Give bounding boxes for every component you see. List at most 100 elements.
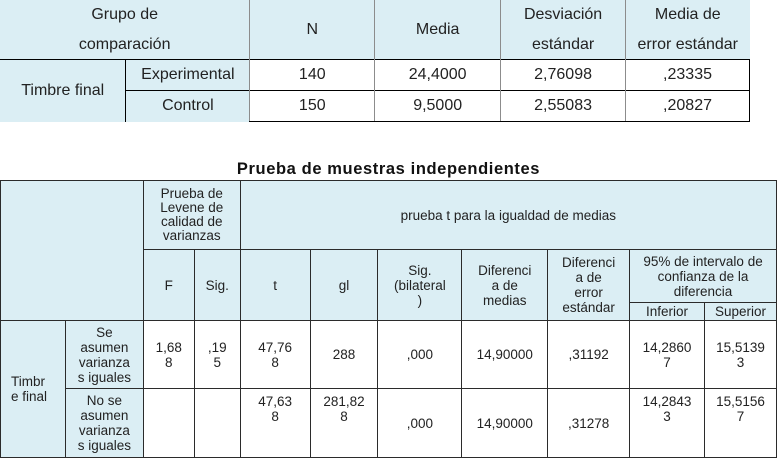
header-ci: 95% de intervalo de confianza de la dife…: [629, 249, 777, 303]
row-label-unequal-variances: No se asumen varianza s iguales: [64, 388, 144, 458]
header-line: confianza de la: [657, 268, 749, 284]
cell-sig-bilateral: ,000: [377, 388, 463, 458]
group-control: Control: [125, 90, 250, 122]
header-gl: gl: [309, 249, 379, 321]
header-levene-line: Levene de: [160, 200, 224, 215]
row-label-line: Timbr: [11, 374, 45, 389]
cell-diff: 14,90000: [461, 388, 549, 458]
cell-line: 8: [340, 409, 348, 424]
header-group-line: comparación: [78, 35, 171, 53]
cell-mean: 9,5000: [374, 90, 501, 122]
cell-se: ,31192: [547, 320, 631, 389]
row-label-timbre-final: Timbre final: [0, 59, 126, 122]
table-row: No se asumen varianza s iguales 47,63 8 …: [1, 388, 777, 458]
cell-line: 15,5139: [716, 339, 765, 355]
header-row: Prueba de Levene de calidad de varianzas…: [0, 180, 777, 321]
row-label-line: e final: [11, 389, 48, 404]
row-label-line: No se: [86, 393, 123, 408]
cell-n: 140: [249, 59, 375, 91]
cell-sd: 2,55083: [500, 90, 626, 122]
independent-samples-title: Prueba de muestras independientes: [236, 160, 541, 178]
row-label-line: s iguales: [77, 438, 132, 453]
cell-line: 8: [165, 354, 173, 370]
cell-line: 47,63: [258, 394, 292, 409]
cell-line: 47,76: [258, 339, 292, 355]
header-line: error: [574, 285, 603, 300]
header-levene-line: calidad de: [160, 214, 223, 229]
cell-line: 3: [663, 409, 671, 424]
cell-gl: 281,82 8: [309, 388, 379, 458]
group-experimental: Experimental: [125, 59, 250, 91]
row-label-line: asumen: [80, 339, 129, 355]
header-f: F: [142, 249, 195, 321]
cell-se: ,31278: [547, 388, 631, 458]
cell-lower: 14,2843 3: [629, 388, 705, 458]
header-line: a de: [491, 277, 518, 293]
header-group-line: Grupo de: [91, 5, 159, 23]
header-t: t: [239, 249, 311, 321]
cell-line: 288: [332, 347, 356, 362]
header-se-cell: Media de error estándar: [625, 0, 750, 60]
cell-line: 3: [736, 354, 745, 370]
cell-line: 8: [271, 354, 279, 370]
cell-mean: 24,4000: [374, 59, 501, 91]
header-upper: Superior: [704, 302, 777, 321]
cell-upper: 15,5139 3: [704, 320, 777, 389]
cell-line: 281,82: [323, 394, 365, 409]
cell-line: 14,2843: [642, 394, 692, 409]
cell-se: ,23335: [625, 59, 750, 91]
header-lower: Inferior: [629, 302, 705, 321]
cell-t: 47,76 8: [239, 320, 311, 389]
header-sig-bilateral: Sig. (bilateral ): [377, 249, 463, 321]
cell-line: 1,68: [155, 339, 182, 355]
cell-line: 7: [663, 354, 671, 370]
cell-diff: 14,90000: [461, 320, 549, 389]
header-row: Inferior Superior: [1, 302, 777, 321]
row-label-line: varianza: [78, 354, 130, 370]
cell-se: ,20827: [625, 90, 750, 122]
header-sd-cell: Desviación estándar: [500, 0, 626, 60]
header-diff-means: Diferenci a de medias: [461, 249, 549, 321]
cell-gl: 288: [309, 320, 379, 389]
cell-line: ,19: [207, 339, 227, 355]
cell-upper: 15,5156 7: [704, 388, 777, 458]
header-line: (bilateral: [393, 277, 446, 293]
cell-line: 15,5156: [716, 394, 765, 409]
header-group-cell: Grupo de comparación: [0, 0, 250, 60]
cell-sd: 2,76098: [500, 59, 626, 91]
header-line: ): [417, 292, 423, 308]
header-line: a de: [575, 270, 602, 285]
header-row: F Sig. t gl Sig. (bilateral ) Diferenci …: [1, 249, 777, 321]
row-label-timbre-final: Timbr e final: [0, 320, 66, 458]
table-row: Timbre final Experimental 140 24,4000 2,…: [0, 59, 750, 122]
row-label-line: Se: [96, 324, 113, 340]
cell-f: 1,68 8: [142, 320, 195, 389]
header-line: Diferenci: [478, 262, 532, 278]
header-n: N: [249, 0, 375, 60]
table-row: Timbr e final Se asumen varianza s igual…: [0, 320, 777, 458]
header-levene: Prueba de Levene de calidad de varianzas: [142, 180, 241, 250]
independent-samples-table: Prueba de Levene de calidad de varianzas…: [0, 180, 777, 458]
header-se-line: Media de: [654, 5, 721, 23]
header-sd-line: Desviación: [523, 5, 603, 23]
cell-sig: [193, 388, 241, 458]
header-line: Diferenci: [562, 255, 616, 270]
cell-line: 14,2860: [642, 339, 692, 355]
header-levene-line: Prueba de: [160, 186, 223, 201]
cell-sig: ,19 5: [193, 320, 241, 389]
header-line: Sig.: [408, 262, 432, 278]
header-line: diferencia: [673, 283, 733, 299]
header-corner: [0, 180, 144, 321]
table-row: Control 150 9,5000 2,55083 ,20827: [0, 90, 750, 122]
row-label-line: varianza: [78, 423, 130, 438]
header-ttest: prueba t para la igualdad de medias: [239, 180, 777, 250]
header-levene-line: varianzas: [162, 228, 221, 243]
header-line: 95% de intervalo de: [643, 253, 763, 269]
header-se-line: error estándar: [637, 35, 739, 53]
cell-lower: 14,2860 7: [629, 320, 705, 389]
row-label-line: s iguales: [77, 369, 132, 385]
row-label-line: asumen: [80, 408, 129, 423]
header-diff-se: Diferenci a de error estándar: [547, 249, 631, 321]
header-sd-line: estándar: [531, 35, 595, 53]
header-sig: Sig.: [193, 249, 241, 321]
